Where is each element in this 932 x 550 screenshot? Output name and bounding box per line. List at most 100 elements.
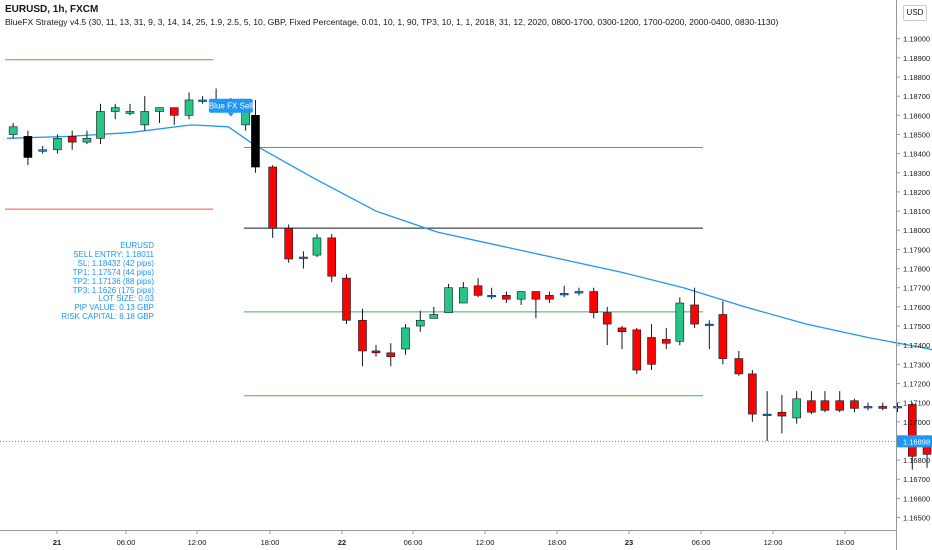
price-tick-label: 1.18000 xyxy=(903,226,930,235)
candle-body xyxy=(893,406,902,409)
candle-body xyxy=(110,107,120,112)
candle-body xyxy=(241,111,250,126)
candle xyxy=(762,391,772,441)
price-tick-label: 1.17300 xyxy=(903,360,930,369)
candle-body xyxy=(835,400,845,411)
time-axis[interactable]: 21 06:00 12:00 18:00 22 06:00 12:00 18:00 23 06:0… xyxy=(0,530,896,547)
candle xyxy=(807,391,816,415)
candle xyxy=(268,165,277,238)
signal-badge xyxy=(208,98,253,113)
candle xyxy=(589,287,599,319)
candle xyxy=(125,103,135,116)
candle xyxy=(792,391,801,424)
time-tick-label: 12:00 xyxy=(764,538,783,547)
info-line: TP3: 1.1626 (175 pips) xyxy=(72,285,154,295)
candle-body xyxy=(748,373,757,415)
price-tick-label: 1.17500 xyxy=(903,322,930,331)
price-tick-label: 1.17800 xyxy=(903,265,930,274)
candle xyxy=(429,306,439,319)
candle-body xyxy=(675,302,685,342)
candle-body xyxy=(299,256,308,259)
candle-body xyxy=(863,406,873,409)
candle-body xyxy=(38,149,47,152)
candle-body xyxy=(459,287,468,304)
candle-body xyxy=(820,400,830,411)
candle xyxy=(358,308,367,367)
time-tick-label: 12:00 xyxy=(476,538,495,547)
candle-body xyxy=(907,404,917,457)
candle xyxy=(82,130,92,145)
candle xyxy=(718,301,728,365)
candle-body xyxy=(617,327,627,333)
time-tick-label: 06:00 xyxy=(117,538,136,547)
candle xyxy=(169,107,179,125)
candle xyxy=(444,283,453,313)
candle-body xyxy=(401,327,410,350)
candle-body xyxy=(169,107,179,116)
candle xyxy=(675,297,685,346)
price-tick-label: 1.18900 xyxy=(903,54,930,63)
candle-body xyxy=(312,237,322,256)
candle-body xyxy=(358,319,367,352)
symbol-title[interactable]: EURUSD, 1h, FXCM xyxy=(5,4,99,15)
candle xyxy=(251,99,260,173)
currency-button[interactable]: USD xyxy=(903,5,927,21)
info-line: RISK CAPITAL: 8.18 GBP xyxy=(61,312,154,322)
trade-info-box: EURUSD SELL ENTRY: 1.18011 SL: 1.18432 (42… xyxy=(61,241,155,322)
candle xyxy=(53,134,62,154)
candle xyxy=(820,391,830,413)
candle-body xyxy=(67,136,77,143)
candle xyxy=(487,287,496,300)
price-tick-label: 1.17200 xyxy=(903,379,930,388)
time-tick-label: 12:00 xyxy=(188,538,207,547)
candle-body xyxy=(718,314,728,359)
last-price-tag xyxy=(897,435,932,448)
candle-body xyxy=(647,337,656,365)
price-tick-label: 1.19000 xyxy=(903,35,930,44)
candle xyxy=(502,291,511,304)
info-line: LOT SIZE: 0.03 xyxy=(98,294,154,304)
candle-body xyxy=(632,329,642,371)
candle xyxy=(327,234,337,282)
info-line: TP1: 1.17574 (44 pips) xyxy=(72,267,154,277)
candle-body xyxy=(690,304,699,325)
price-axis[interactable]: 1.19000 1.18900 1.18800 1.18700 1.18600 1.185… xyxy=(896,0,932,550)
candle-body xyxy=(198,99,207,102)
candle-body xyxy=(415,319,425,327)
candle xyxy=(38,145,47,154)
candle xyxy=(312,234,322,258)
candle-body xyxy=(23,136,33,158)
signal-label: Blue FX Sell xyxy=(209,102,253,111)
strategy-legend[interactable]: BlueFX Strategy v4.5 (30, 11, 13, 31, 9,… xyxy=(5,17,779,27)
candle-body xyxy=(545,295,554,300)
candle xyxy=(835,391,845,413)
price-tick-label: 1.18100 xyxy=(903,207,930,216)
last-price-label: 1.16898 xyxy=(903,437,930,446)
candle-body xyxy=(878,406,888,409)
price-tick-label: 1.17100 xyxy=(903,399,930,408)
candle xyxy=(140,96,150,131)
candle-body xyxy=(155,107,164,112)
candle-body xyxy=(559,293,569,296)
candle-body xyxy=(762,413,772,416)
candle xyxy=(342,274,351,325)
time-tick-label: 21 xyxy=(53,538,61,547)
candle xyxy=(632,327,642,374)
candle xyxy=(198,96,207,104)
candle-body xyxy=(516,291,526,300)
candle-body xyxy=(589,291,599,313)
candle-body xyxy=(371,350,381,354)
info-line: SL: 1.18432 (42 pips) xyxy=(77,258,155,268)
candle-body xyxy=(184,99,194,116)
candle-body xyxy=(473,285,483,296)
candle xyxy=(617,326,627,349)
candle xyxy=(473,278,483,298)
candle-body xyxy=(342,277,351,321)
candle-body xyxy=(502,295,511,300)
candle xyxy=(545,291,554,304)
price-tick-label: 1.16500 xyxy=(903,514,930,523)
candle xyxy=(705,320,714,349)
candle-body xyxy=(53,137,62,151)
candle xyxy=(8,122,18,139)
